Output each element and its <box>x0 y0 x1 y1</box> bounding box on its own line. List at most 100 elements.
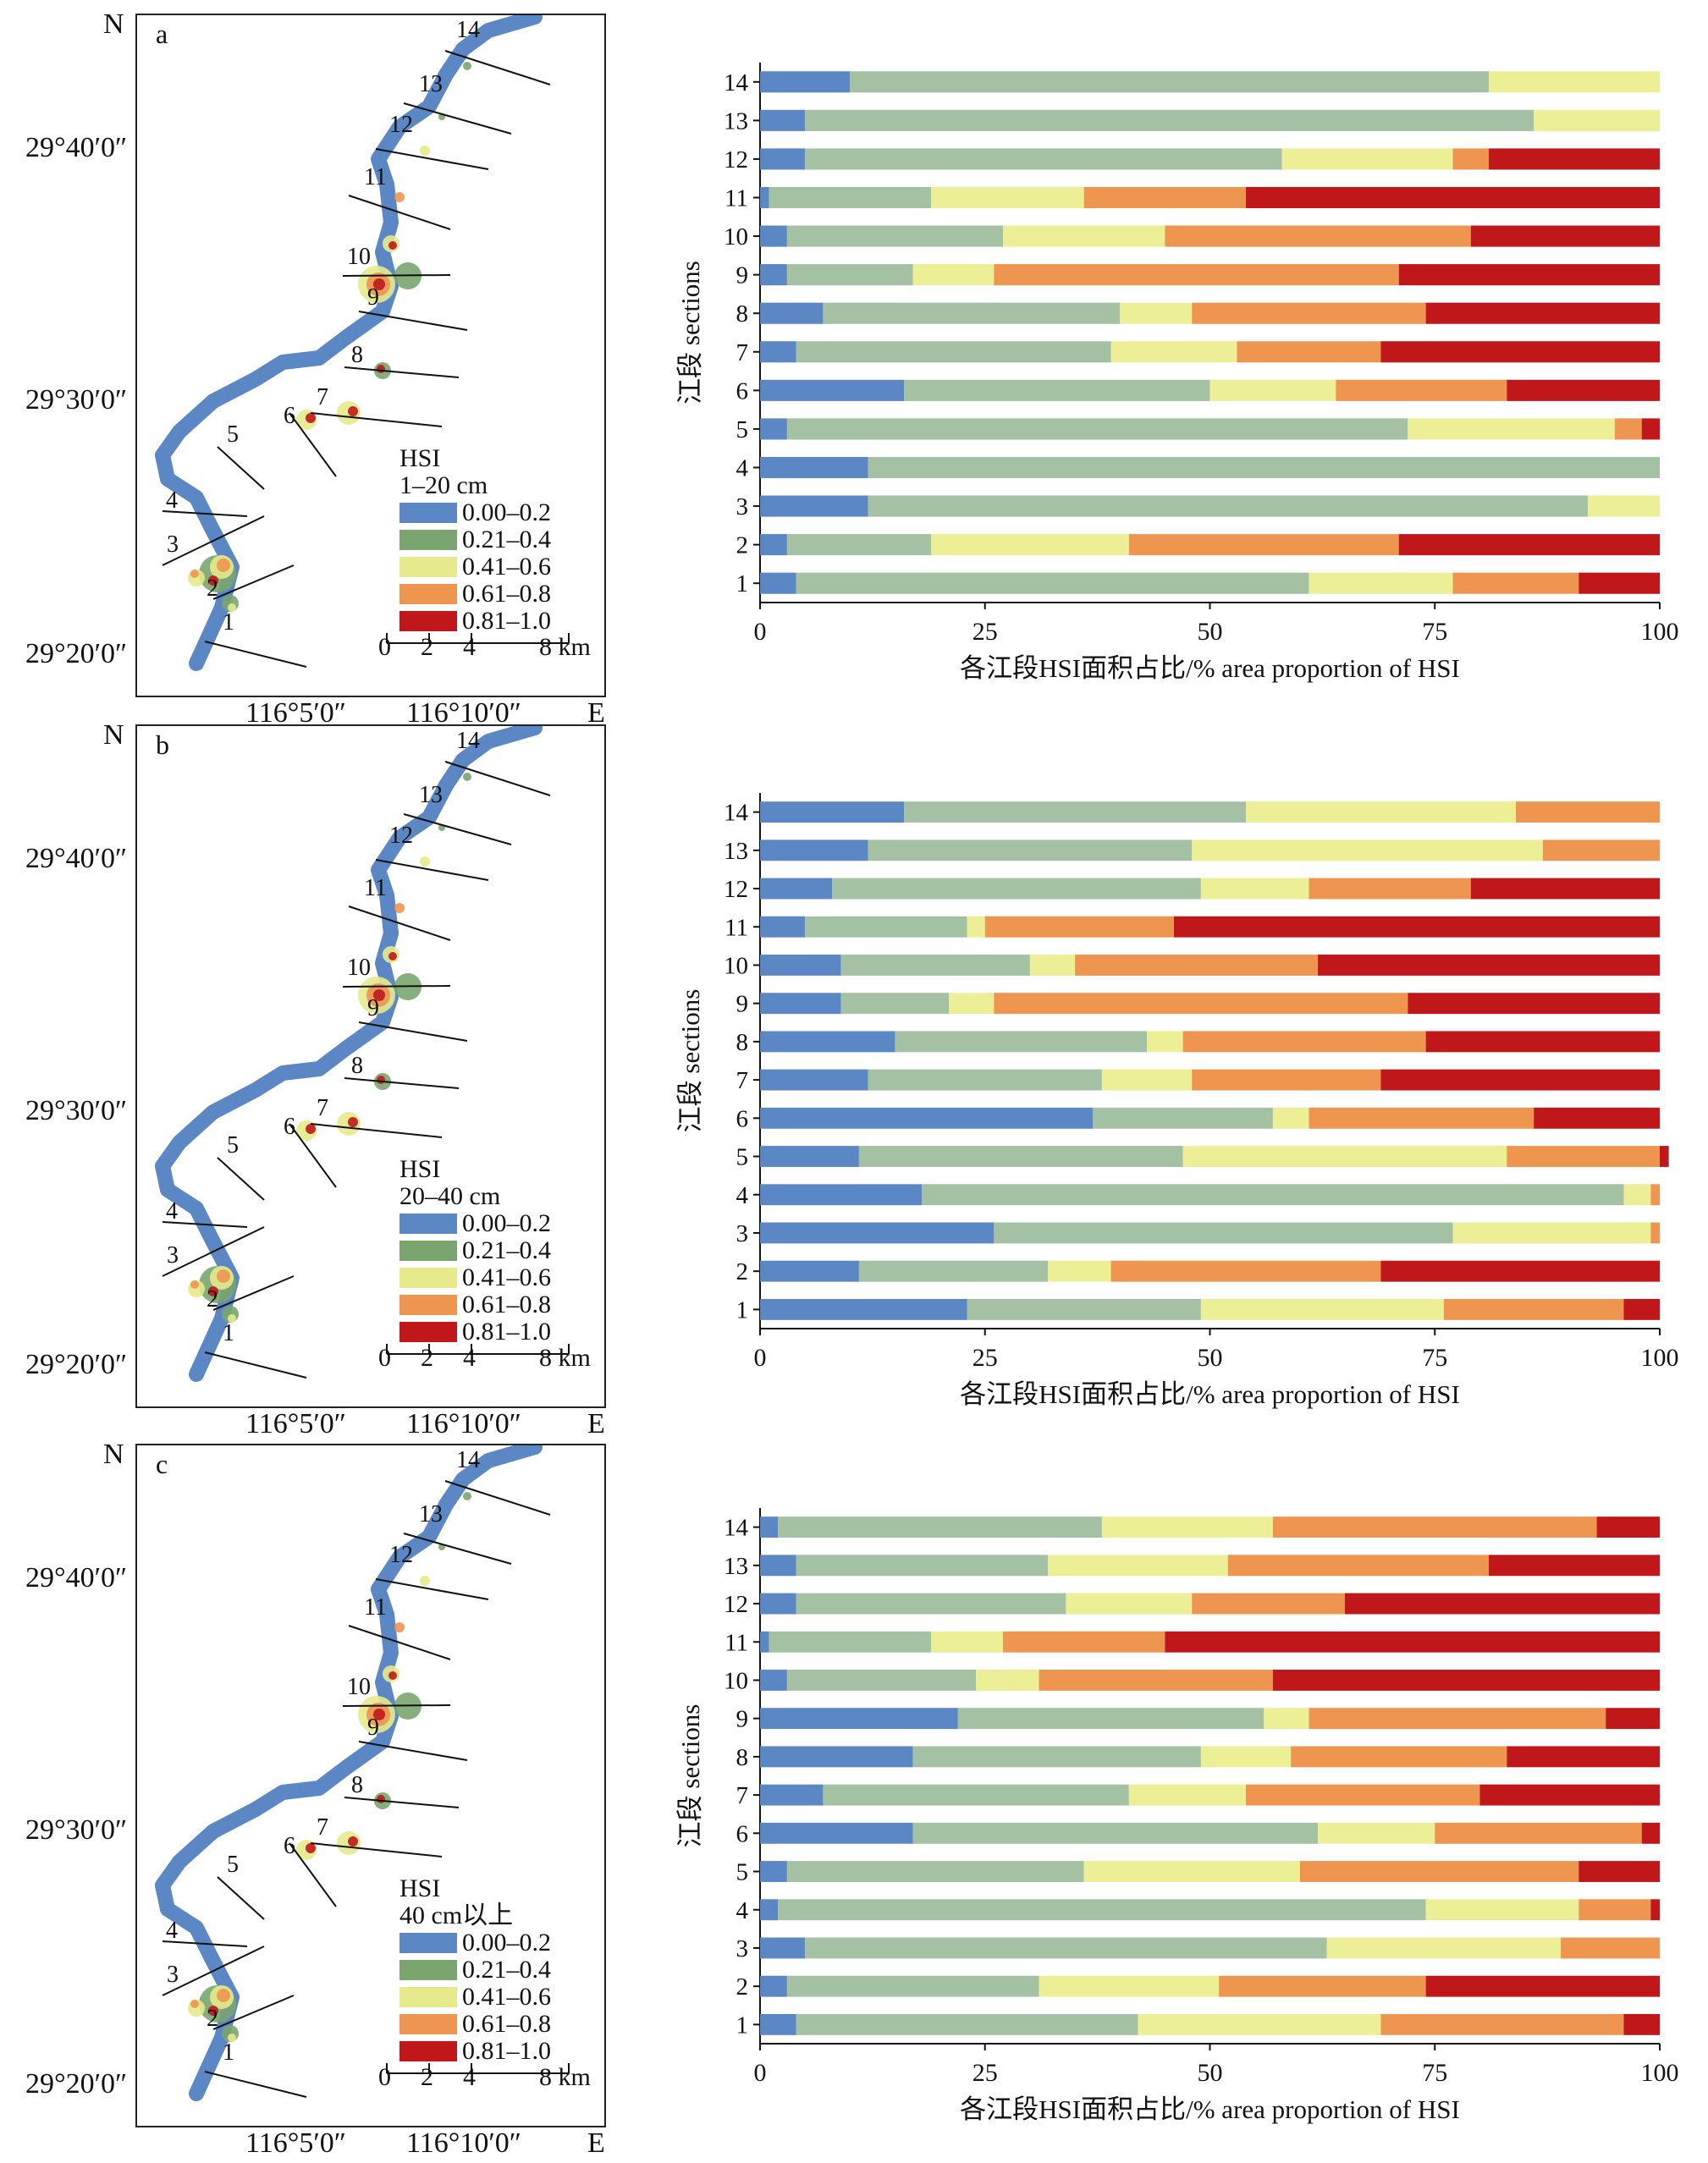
bar-segment <box>1318 1822 1435 1844</box>
bar-segment <box>922 1184 1624 1206</box>
habitat-patch <box>208 2006 218 2016</box>
bar-segment <box>760 1107 1094 1129</box>
x-axis-label: 各江段HSI面积占比/% area proportion of HSI <box>960 2094 1460 2124</box>
scale-tick: 4 <box>463 1344 476 1372</box>
legend-swatch <box>399 2014 457 2034</box>
section-line <box>212 564 295 600</box>
stacked-bar-chart: 1 2 3 4 5 6 7 8 9 10 11 12 13 14 0 25 50 75 100 各江段HSI面积占比/… <box>660 1430 1708 2141</box>
section-line <box>289 412 337 477</box>
bar-segment <box>760 1031 895 1053</box>
bar-segment <box>786 418 1408 440</box>
section-label: 9 <box>367 995 379 1021</box>
legend-swatch <box>399 1987 457 2007</box>
y-tick-label: 4 <box>736 455 749 482</box>
habitat-patch <box>420 1576 430 1586</box>
bar-segment <box>1192 839 1543 861</box>
bar-segment <box>786 1861 1084 1882</box>
bar-segment <box>904 379 1210 401</box>
section-line <box>358 1021 468 1042</box>
bar-segment <box>1003 1631 1165 1653</box>
bar-segment <box>912 1822 1319 1844</box>
legend-item: 0.21–0.4 <box>399 526 551 553</box>
y-tick-label: 6 <box>736 1105 749 1132</box>
legend-swatch <box>399 1214 457 1234</box>
y-tick-label: 7 <box>736 1067 749 1094</box>
habitat-patch <box>377 1076 385 1084</box>
habitat-patch <box>190 1280 199 1289</box>
bar-segment <box>1039 1670 1273 1691</box>
y-tick-label: 3 <box>736 1220 749 1247</box>
bar-segment <box>868 1069 1102 1091</box>
bar-segment <box>1192 1069 1381 1091</box>
east-label: E <box>587 1408 605 1439</box>
latitude-label: 29°40′0″ <box>25 1562 128 1593</box>
section-label: 5 <box>227 421 239 448</box>
bar-segment <box>760 264 787 286</box>
bar-segment <box>805 1937 1327 1959</box>
bar-segment <box>1452 1222 1651 1244</box>
y-tick-label: 1 <box>736 1296 749 1324</box>
map-legend: HSI 1–20 cm 0.00–0.2 0.21–0.4 0.41–0.6 0.61–0… <box>399 445 551 635</box>
habitat-patch <box>190 570 199 578</box>
bar-segment <box>1398 534 1660 556</box>
habitat-patch <box>348 1117 358 1127</box>
habitat-patch <box>306 1843 316 1853</box>
habitat-patch <box>348 406 358 416</box>
section-label: 11 <box>364 875 387 901</box>
bar-segment <box>760 495 868 517</box>
bar-segment <box>1048 1555 1228 1577</box>
legend-item: 0.81–1.0 <box>399 1318 551 1346</box>
scale-tick: 8 km <box>539 2063 591 2091</box>
section-label: 1 <box>223 1320 234 1346</box>
habitat-patch <box>394 903 405 913</box>
section-label: 9 <box>367 1714 379 1741</box>
bar-segment <box>957 1708 1264 1730</box>
bar-segment <box>930 534 1129 556</box>
y-tick-label: 6 <box>736 1820 749 1847</box>
legend-item: 0.81–1.0 <box>399 608 551 635</box>
bar-segment <box>786 225 1004 247</box>
section-label: 12 <box>389 112 413 138</box>
section-label: 14 <box>456 17 480 43</box>
habitat-patch <box>377 1795 385 1803</box>
scale-tick: 2 <box>421 2063 433 2091</box>
bar-segment <box>1425 302 1660 324</box>
bar-segment <box>1227 1555 1490 1577</box>
legend-item: 0.21–0.4 <box>399 1237 551 1264</box>
bar-segment <box>1507 1146 1660 1167</box>
bar-segment <box>760 71 851 93</box>
bar-segment <box>1309 572 1453 594</box>
legend-depth: 1–20 cm <box>399 471 488 499</box>
bar-segment <box>1596 1516 1660 1538</box>
section-line <box>217 1157 265 1201</box>
bar-segment <box>1534 109 1660 131</box>
section-line <box>289 1123 337 1188</box>
bar-segment <box>760 1184 923 1206</box>
y-tick-label: 8 <box>736 300 749 327</box>
section-label: 14 <box>456 1447 480 1473</box>
x-axis-label: 各江段HSI面积占比/% area proportion of HSI <box>960 653 1460 683</box>
bar-segment <box>1650 1899 1660 1921</box>
bar-segment <box>1075 955 1319 976</box>
bar-segment <box>850 71 1490 93</box>
bar-segment <box>1489 1555 1660 1577</box>
bar-segment <box>760 1937 806 1959</box>
legend-item: 0.41–0.6 <box>399 1264 551 1291</box>
bar-segment <box>1003 225 1165 247</box>
bar-segment <box>1309 1107 1534 1129</box>
y-tick-label: 10 <box>724 223 748 250</box>
legend-item: 0.00–0.2 <box>399 1210 551 1237</box>
scale-tick: 0 <box>378 633 391 661</box>
legend-item: 0.81–1.0 <box>399 2038 551 2065</box>
bar-segment <box>1110 1260 1381 1282</box>
bar-segment <box>840 955 1030 976</box>
section-label: 2 <box>207 575 218 602</box>
bar-segment <box>912 264 994 286</box>
x-tick-label: 25 <box>972 618 998 646</box>
bar-segment <box>1182 1146 1507 1167</box>
section-line <box>342 1704 451 1707</box>
latitude-label: 29°20′0″ <box>25 2068 128 2100</box>
section-line <box>217 1876 265 1920</box>
